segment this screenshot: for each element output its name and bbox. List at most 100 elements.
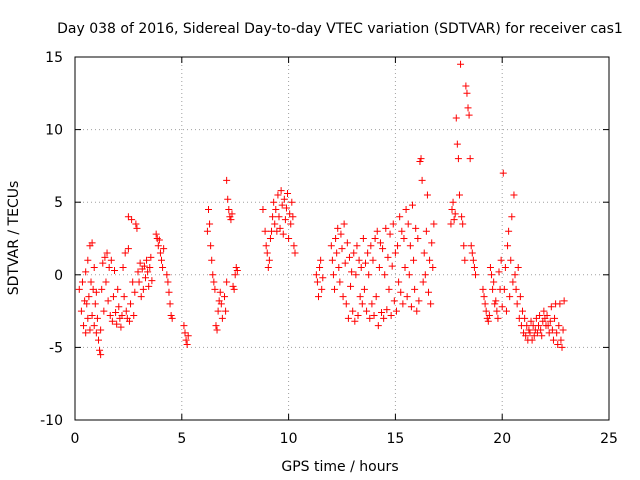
- data-point: [407, 303, 415, 311]
- data-point: [160, 245, 168, 253]
- data-point: [348, 268, 356, 276]
- data-point: [392, 307, 400, 315]
- data-point: [421, 271, 429, 279]
- data-point: [259, 205, 267, 213]
- data-point: [457, 60, 465, 68]
- data-point: [522, 332, 530, 340]
- data-point: [82, 329, 90, 337]
- data-point: [560, 297, 568, 305]
- data-point: [463, 89, 471, 97]
- x-tick-label: 5: [177, 431, 186, 447]
- data-point: [214, 307, 222, 315]
- data-point: [218, 314, 226, 322]
- data-point: [495, 268, 503, 276]
- data-point: [415, 297, 423, 305]
- data-point: [504, 242, 512, 250]
- data-point: [535, 322, 543, 330]
- data-point: [544, 322, 552, 330]
- data-point: [414, 235, 422, 242]
- data-point: [508, 213, 516, 221]
- data-point: [488, 271, 496, 279]
- data-point: [223, 278, 231, 286]
- data-point: [558, 343, 566, 351]
- data-point: [88, 239, 96, 247]
- data-point: [274, 191, 282, 199]
- data-point: [418, 176, 426, 184]
- data-point: [356, 293, 364, 301]
- data-point: [266, 235, 274, 242]
- data-point: [205, 205, 212, 213]
- data-point: [455, 191, 463, 199]
- data-point: [209, 271, 217, 279]
- y-tick-label: -10: [40, 413, 63, 429]
- data-point: [394, 242, 402, 250]
- data-point: [156, 249, 164, 257]
- data-point: [101, 253, 109, 261]
- data-point: [164, 278, 172, 286]
- data-point: [159, 264, 167, 272]
- data-point: [545, 329, 553, 337]
- data-point: [485, 311, 493, 319]
- data-point: [131, 288, 139, 296]
- data-point: [514, 264, 522, 272]
- y-axis-ticks: -10 -5 0 5 10 15: [40, 50, 63, 429]
- data-point: [500, 285, 508, 293]
- data-point: [122, 307, 130, 315]
- data-point: [416, 158, 424, 166]
- data-point: [262, 242, 270, 250]
- data-point: [484, 317, 492, 325]
- data-point: [222, 307, 230, 315]
- data-point: [369, 256, 377, 264]
- data-point: [155, 236, 163, 244]
- data-point: [337, 230, 345, 238]
- x-tick-label: 25: [600, 431, 618, 447]
- data-point: [391, 249, 399, 257]
- data-point: [546, 317, 554, 325]
- data-point: [99, 259, 107, 267]
- data-point: [183, 340, 191, 348]
- data-point: [538, 332, 546, 340]
- data-point: [270, 198, 278, 206]
- data-point: [399, 300, 407, 308]
- x-tick-label: 20: [493, 431, 511, 447]
- data-point: [284, 189, 292, 197]
- data-point: [353, 242, 361, 250]
- data-point: [505, 227, 513, 235]
- x-tick-label: 15: [386, 431, 404, 447]
- data-point: [551, 314, 559, 322]
- data-point: [521, 314, 529, 322]
- data-point: [336, 278, 344, 286]
- data-point: [286, 210, 294, 218]
- data-point: [229, 282, 237, 290]
- data-point: [349, 307, 357, 315]
- data-point: [316, 264, 324, 272]
- data-point: [528, 336, 536, 344]
- data-point: [374, 322, 382, 330]
- data-point: [206, 220, 214, 228]
- data-point: [328, 256, 336, 264]
- data-point: [452, 114, 460, 122]
- data-point: [82, 268, 90, 276]
- data-point: [145, 282, 153, 290]
- data-point: [227, 216, 235, 224]
- data-point: [402, 205, 410, 213]
- data-point: [479, 285, 487, 293]
- data-point: [372, 293, 380, 301]
- data-point: [230, 285, 238, 293]
- data-point: [125, 317, 133, 325]
- data-point: [454, 155, 462, 163]
- data-point: [269, 213, 277, 221]
- data-point: [360, 285, 368, 293]
- data-point: [233, 266, 241, 274]
- data-point: [540, 307, 548, 315]
- data-point: [109, 293, 117, 301]
- data-point: [135, 278, 143, 286]
- data-point: [93, 314, 101, 322]
- data-point: [148, 277, 156, 285]
- data-point: [462, 82, 470, 90]
- data-point: [75, 285, 83, 293]
- data-point: [405, 271, 413, 279]
- data-point: [208, 256, 216, 264]
- data-point: [217, 300, 225, 308]
